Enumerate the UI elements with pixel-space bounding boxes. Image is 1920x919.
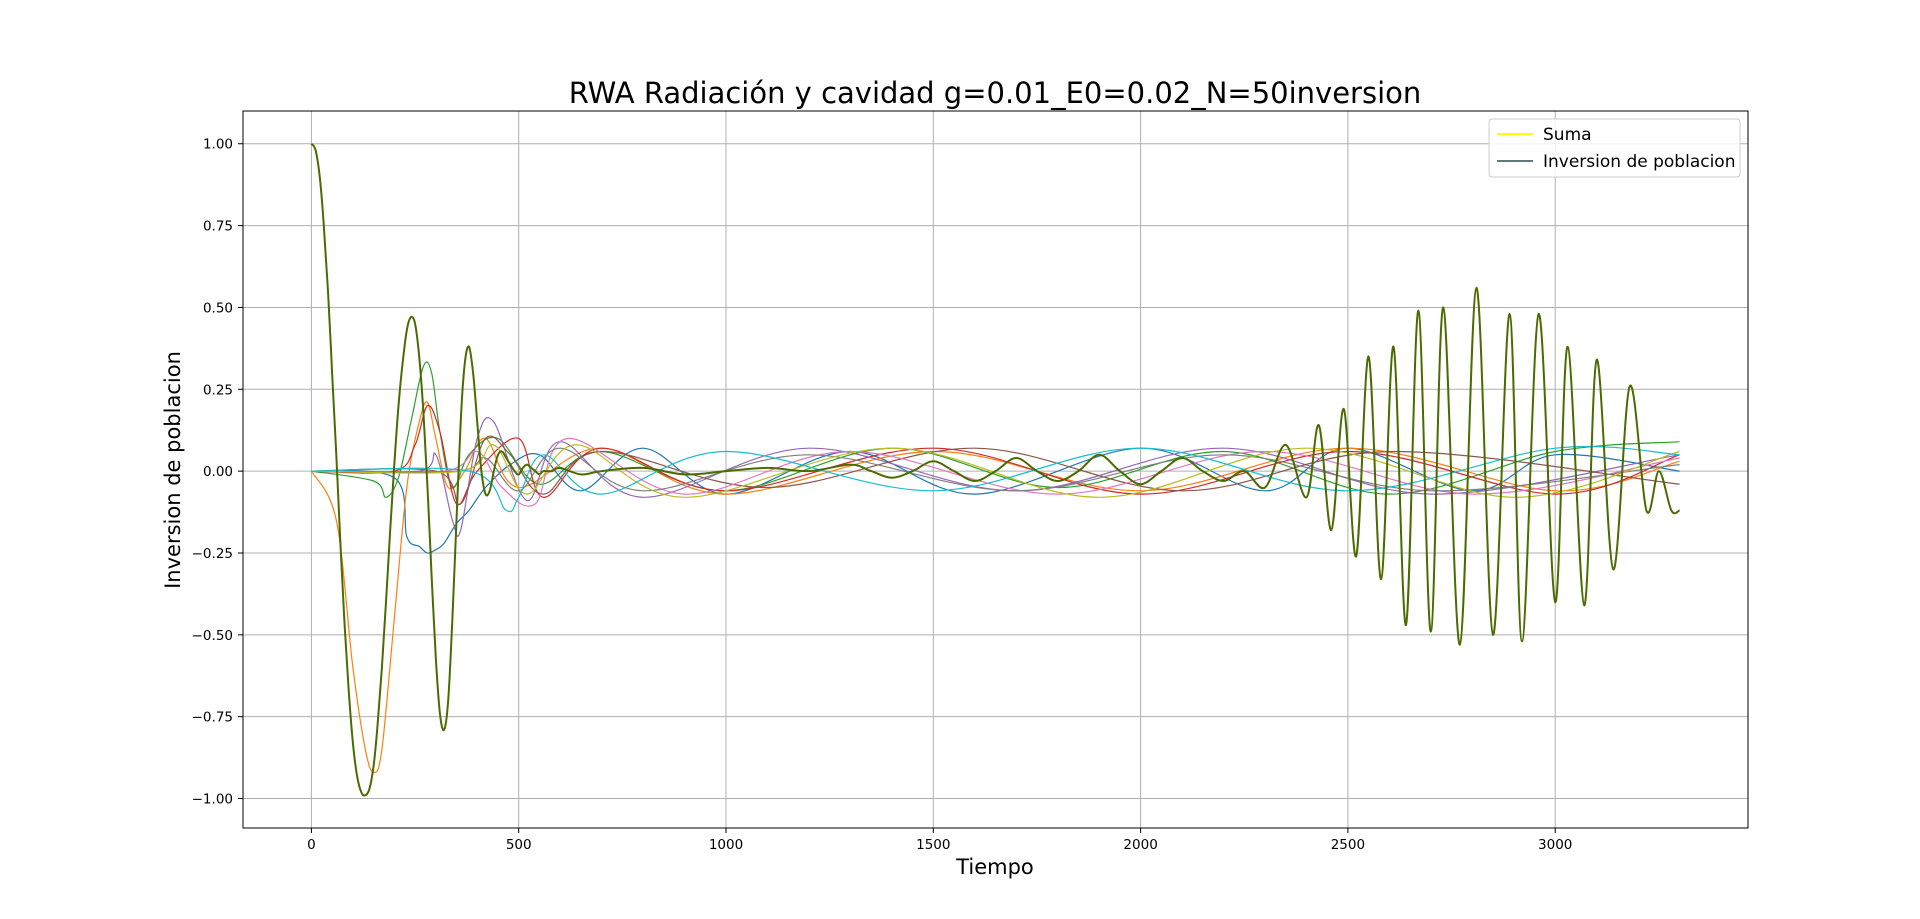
y-tick-label: 0.75 — [203, 219, 233, 235]
component-series-line-7 — [311, 447, 1680, 492]
component-series-line-4 — [311, 417, 1680, 537]
axis-ticks: 0 500 1000 1500 2000 2500 3000 1.00 0.75 0.50 0.25… — [192, 137, 1573, 853]
component-series-line-9 — [311, 445, 1680, 513]
y-axis-title: Inversion de poblacion — [161, 351, 185, 589]
x-tick-label: 1500 — [916, 837, 950, 853]
y-tick-label: −1.00 — [192, 792, 233, 808]
series-group — [310, 143, 1681, 797]
legend: Suma Inversion de poblacion — [1488, 118, 1741, 178]
x-tick-label: 3000 — [1538, 837, 1572, 853]
grid-lines — [243, 111, 1748, 828]
y-tick-label: −0.50 — [192, 628, 233, 644]
y-tick-label: 0.00 — [203, 464, 233, 480]
component-series-line-2 — [311, 361, 1680, 498]
chart-title: RWA Radiación y cavidad g=0.01_E0=0.02_N… — [569, 76, 1422, 110]
legend-label-inversion: Inversion de poblacion — [1543, 152, 1735, 172]
sum-series-line — [310, 143, 1681, 797]
legend-label-suma: Suma — [1543, 125, 1592, 145]
y-tick-label: 0.50 — [203, 300, 233, 316]
y-tick-label: 0.25 — [203, 382, 233, 398]
x-tick-label: 2000 — [1123, 837, 1157, 853]
x-axis-title: Tiempo — [955, 855, 1034, 879]
x-tick-label: 2500 — [1331, 837, 1365, 853]
component-series-line-3 — [311, 404, 1680, 506]
x-tick-label: 0 — [307, 837, 316, 853]
y-tick-label: −0.25 — [192, 546, 233, 562]
legend-box — [1488, 118, 1741, 178]
plot-area-frame — [242, 110, 1749, 829]
x-tick-label: 500 — [506, 837, 532, 853]
y-tick-label: 1.00 — [203, 137, 233, 153]
y-tick-label: −0.75 — [192, 710, 233, 726]
x-tick-label: 1000 — [709, 837, 743, 853]
